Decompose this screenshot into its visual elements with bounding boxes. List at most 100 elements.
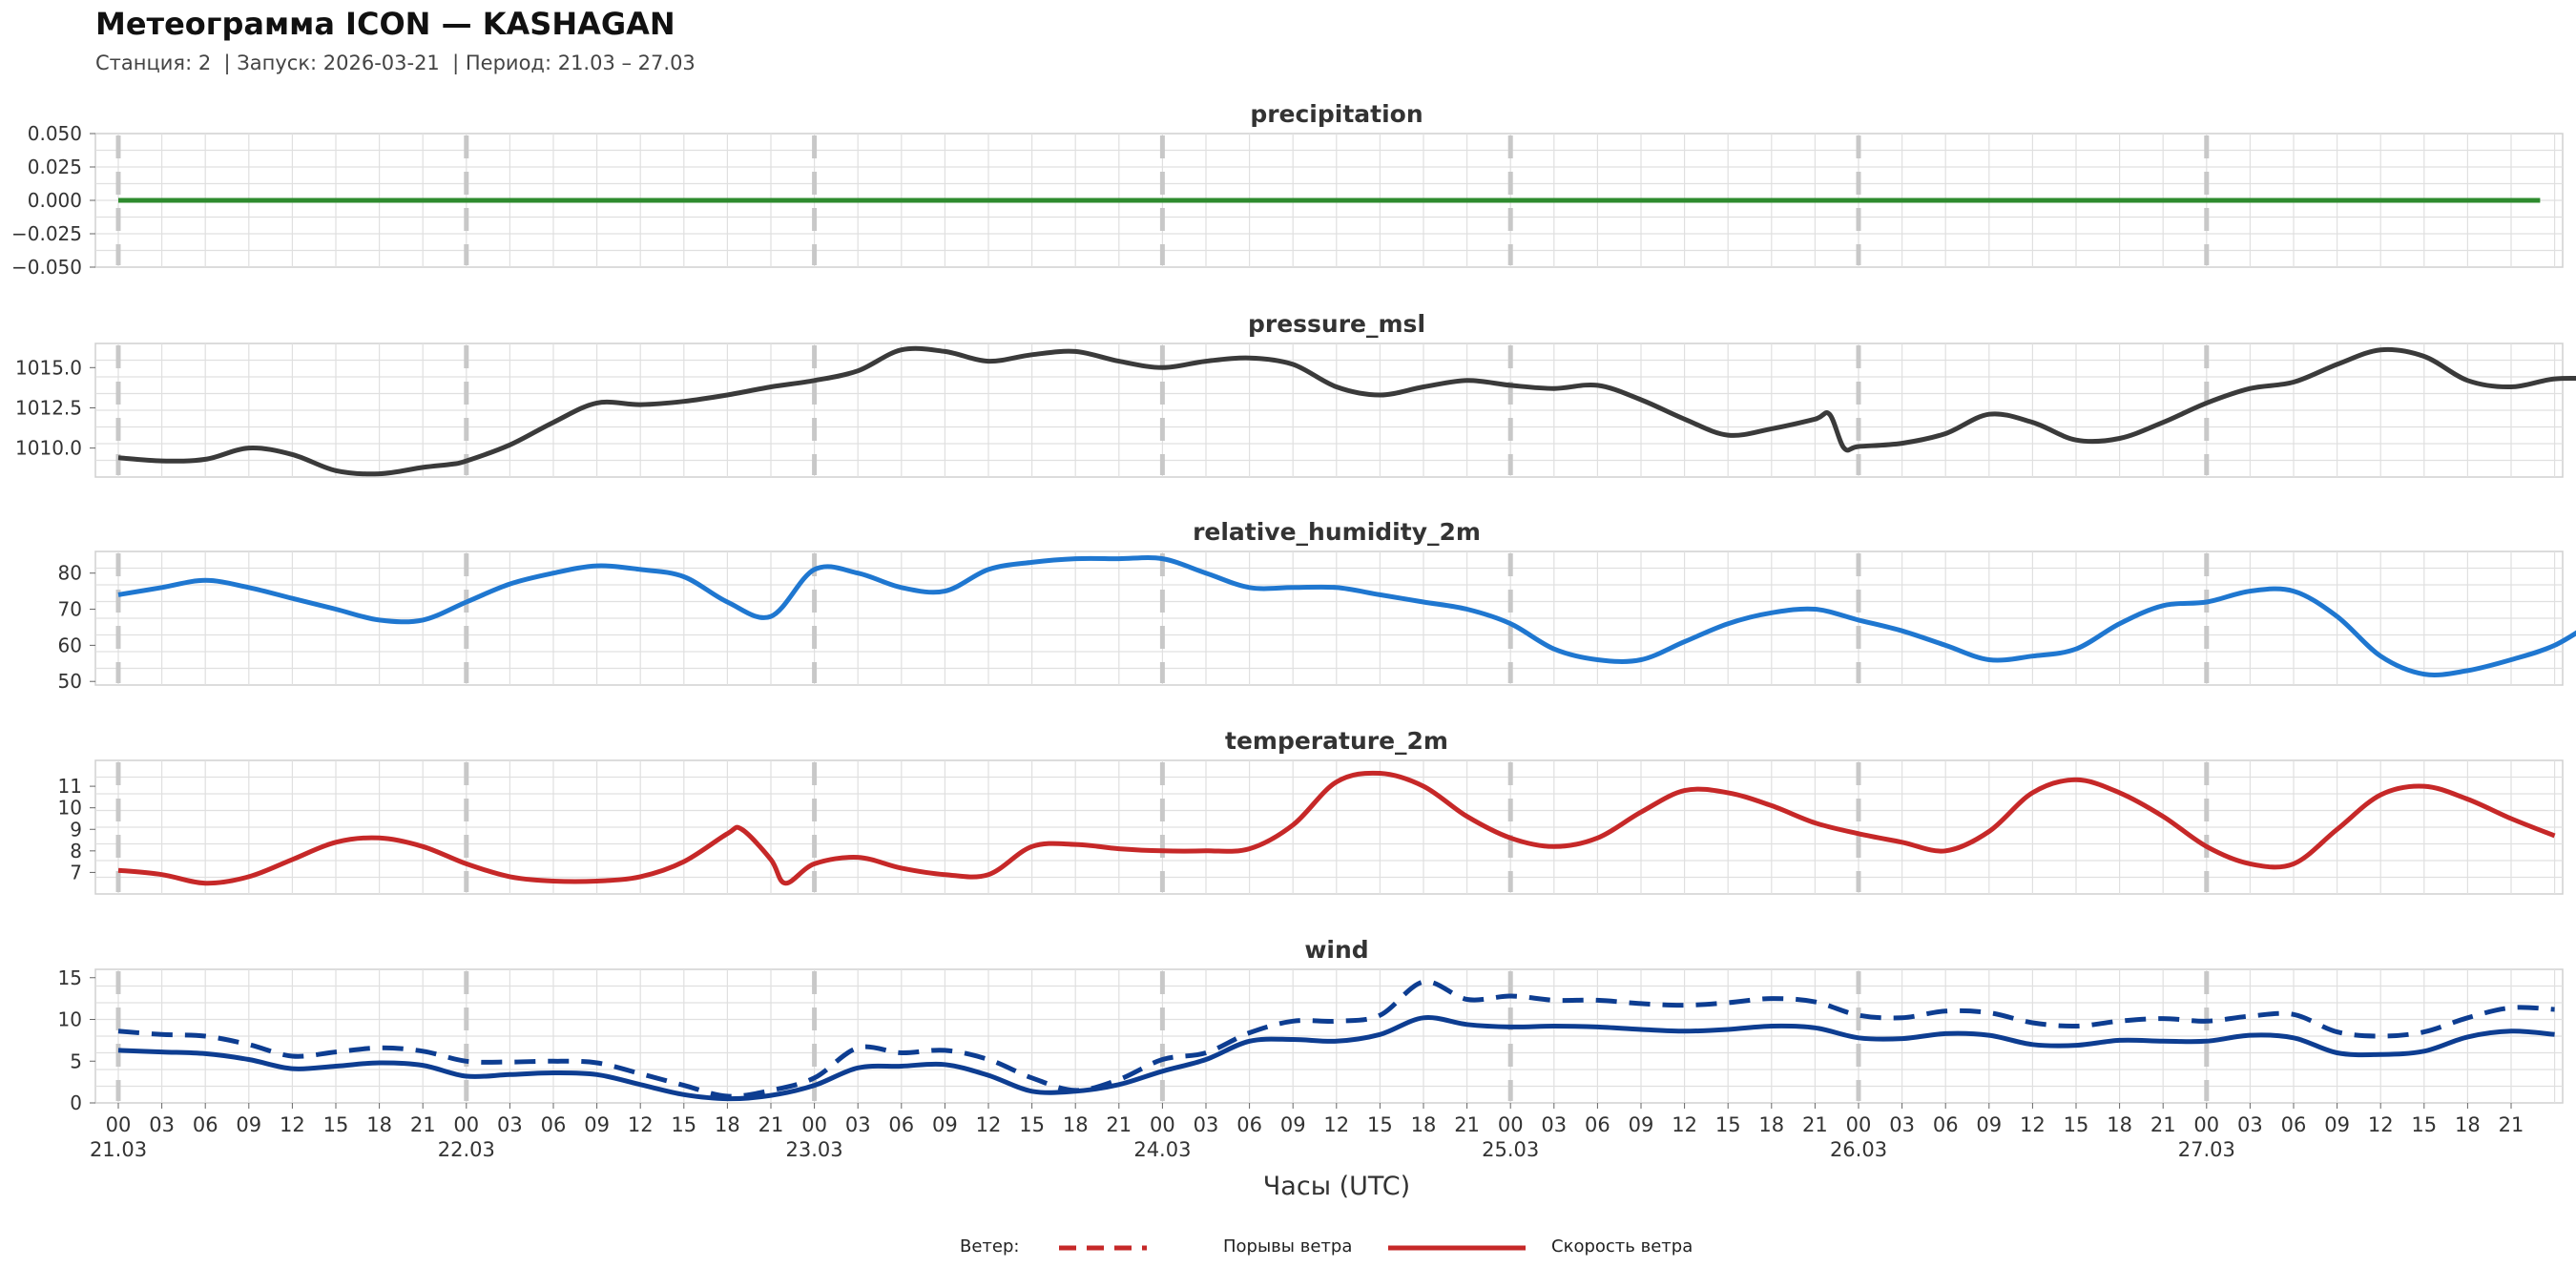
y-tick-label: 15 — [58, 966, 82, 989]
panel-title-precipitation: precipitation — [1250, 100, 1423, 128]
y-tick-label: 0.000 — [28, 189, 82, 212]
x-tick-hour-label: 03 — [497, 1113, 523, 1136]
x-tick-hour-label: 09 — [1629, 1113, 1654, 1136]
x-tick-hour-label: 15 — [671, 1113, 696, 1136]
legend-gusts-swatch — [1059, 1245, 1147, 1251]
x-tick-hour-label: 06 — [2281, 1113, 2307, 1136]
x-tick-hour-label: 00 — [801, 1113, 827, 1136]
series-line-pressure-msl — [117, 345, 2576, 477]
x-tick-hour-label: 00 — [453, 1113, 479, 1136]
x-tick-hour-label: 03 — [845, 1113, 871, 1136]
x-tick-hour-label: 18 — [1758, 1113, 1784, 1136]
x-tick-hour-label: 15 — [2411, 1113, 2437, 1136]
y-tick-label: 70 — [58, 598, 82, 621]
x-tick-hour-label: 12 — [1323, 1113, 1349, 1136]
x-tick-hour-label: 18 — [2107, 1113, 2132, 1136]
series-line-wind-gusts — [117, 979, 2555, 1099]
x-tick-hour-label: 21 — [1802, 1113, 1828, 1136]
x-tick-hour-label: 12 — [2020, 1113, 2046, 1136]
y-tick-label: 7 — [70, 861, 82, 883]
y-tick-label: 1012.5 — [15, 396, 82, 419]
y-tick-label: 1010.0 — [15, 437, 82, 460]
x-tick-hour-label: 03 — [149, 1113, 175, 1136]
y-tick-label: −0.025 — [11, 222, 82, 245]
x-tick-hour-label: 06 — [1933, 1113, 1959, 1136]
x-tick-hour-label: 18 — [2455, 1113, 2481, 1136]
x-tick-hour-label: 21 — [2150, 1113, 2176, 1136]
legend-speed-swatch — [1388, 1245, 1526, 1251]
panel-title-pressure-msl: pressure_msl — [1248, 310, 1425, 338]
y-tick-label: 0.025 — [28, 156, 82, 178]
x-tick-hour-label: 12 — [2368, 1113, 2394, 1136]
x-tick-hour-label: 09 — [1976, 1113, 2002, 1136]
x-tick-hour-label: 09 — [932, 1113, 958, 1136]
x-tick-hour-label: 15 — [1367, 1113, 1393, 1136]
x-tick-day-label: 27.03 — [2178, 1138, 2235, 1161]
legend-title: Ветер: — [960, 1236, 1020, 1257]
x-tick-hour-label: 00 — [1846, 1113, 1872, 1136]
y-tick-label: −0.050 — [11, 256, 82, 279]
x-tick-hour-label: 12 — [628, 1113, 654, 1136]
x-tick-hour-label: 15 — [2064, 1113, 2089, 1136]
x-tick-hour-label: 03 — [1541, 1113, 1567, 1136]
x-tick-hour-label: 12 — [976, 1113, 1002, 1136]
y-tick-label: 1015.0 — [15, 356, 82, 379]
y-tick-label: 60 — [58, 634, 82, 656]
y-tick-label: 50 — [58, 670, 82, 693]
y-tick-label: 0 — [70, 1091, 82, 1114]
x-tick-hour-label: 06 — [888, 1113, 914, 1136]
series-line-wind-speed-10m — [117, 1015, 2555, 1102]
x-tick-hour-label: 06 — [1585, 1113, 1610, 1136]
y-tick-label: 80 — [58, 562, 82, 585]
panel-title-wind: wind — [1304, 936, 1368, 964]
x-tick-hour-label: 09 — [236, 1113, 261, 1136]
x-tick-day-label: 22.03 — [438, 1138, 495, 1161]
legend-gusts-label: Порывы ветра — [1223, 1236, 1353, 1257]
x-tick-hour-label: 15 — [323, 1113, 349, 1136]
y-tick-label: 10 — [58, 1008, 82, 1031]
x-tick-hour-label: 21 — [1454, 1113, 1480, 1136]
legend: Ветер: Порывы ветра Скорость ветра — [0, 1231, 2576, 1265]
x-tick-hour-label: 12 — [1672, 1113, 1697, 1136]
x-tick-hour-label: 09 — [584, 1113, 610, 1136]
series-line-relative-humidity-2m — [117, 554, 2576, 677]
x-tick-hour-label: 06 — [541, 1113, 567, 1136]
x-tick-hour-label: 09 — [2324, 1113, 2350, 1136]
x-tick-hour-label: 06 — [193, 1113, 218, 1136]
x-tick-hour-label: 00 — [1150, 1113, 1175, 1136]
x-tick-hour-label: 00 — [106, 1113, 132, 1136]
panel-title-relative-humidity-2m: relative_humidity_2m — [1193, 518, 1481, 546]
x-tick-hour-label: 18 — [715, 1113, 740, 1136]
x-tick-day-label: 25.03 — [1482, 1138, 1539, 1161]
x-tick-hour-label: 00 — [1498, 1113, 1524, 1136]
x-tick-hour-label: 18 — [1411, 1113, 1437, 1136]
x-tick-hour-label: 21 — [758, 1113, 784, 1136]
x-tick-hour-label: 09 — [1280, 1113, 1306, 1136]
x-tick-hour-label: 03 — [2237, 1113, 2263, 1136]
y-tick-label: 9 — [70, 818, 82, 841]
x-tick-hour-label: 03 — [1194, 1113, 1219, 1136]
y-tick-label: 0.050 — [28, 122, 82, 145]
x-tick-day-label: 26.03 — [1830, 1138, 1887, 1161]
panel-title-temperature-2m: temperature_2m — [1225, 727, 1448, 755]
x-tick-hour-label: 18 — [366, 1113, 392, 1136]
x-tick-hour-label: 00 — [2193, 1113, 2219, 1136]
x-tick-day-label: 24.03 — [1133, 1138, 1191, 1161]
x-tick-hour-label: 21 — [410, 1113, 436, 1136]
x-tick-hour-label: 15 — [1715, 1113, 1741, 1136]
x-tick-hour-label: 21 — [2499, 1113, 2524, 1136]
x-tick-day-label: 21.03 — [90, 1138, 147, 1161]
page-title: Метеограмма ICON — KASHAGAN — [95, 6, 675, 42]
y-tick-label: 11 — [58, 775, 82, 798]
series-line-temperature-2m — [117, 770, 2556, 886]
x-tick-hour-label: 06 — [1236, 1113, 1262, 1136]
x-tick-hour-label: 03 — [1889, 1113, 1915, 1136]
y-tick-label: 5 — [70, 1049, 82, 1072]
x-tick-hour-label: 18 — [1063, 1113, 1089, 1136]
page-subtitle: Станция: 2 | Запуск: 2026-03-21 | Период… — [95, 52, 696, 74]
y-tick-label: 8 — [70, 840, 82, 862]
y-tick-label: 10 — [58, 797, 82, 820]
x-tick-hour-label: 12 — [280, 1113, 305, 1136]
x-axis-label: Часы (UTC) — [1263, 1172, 1410, 1201]
